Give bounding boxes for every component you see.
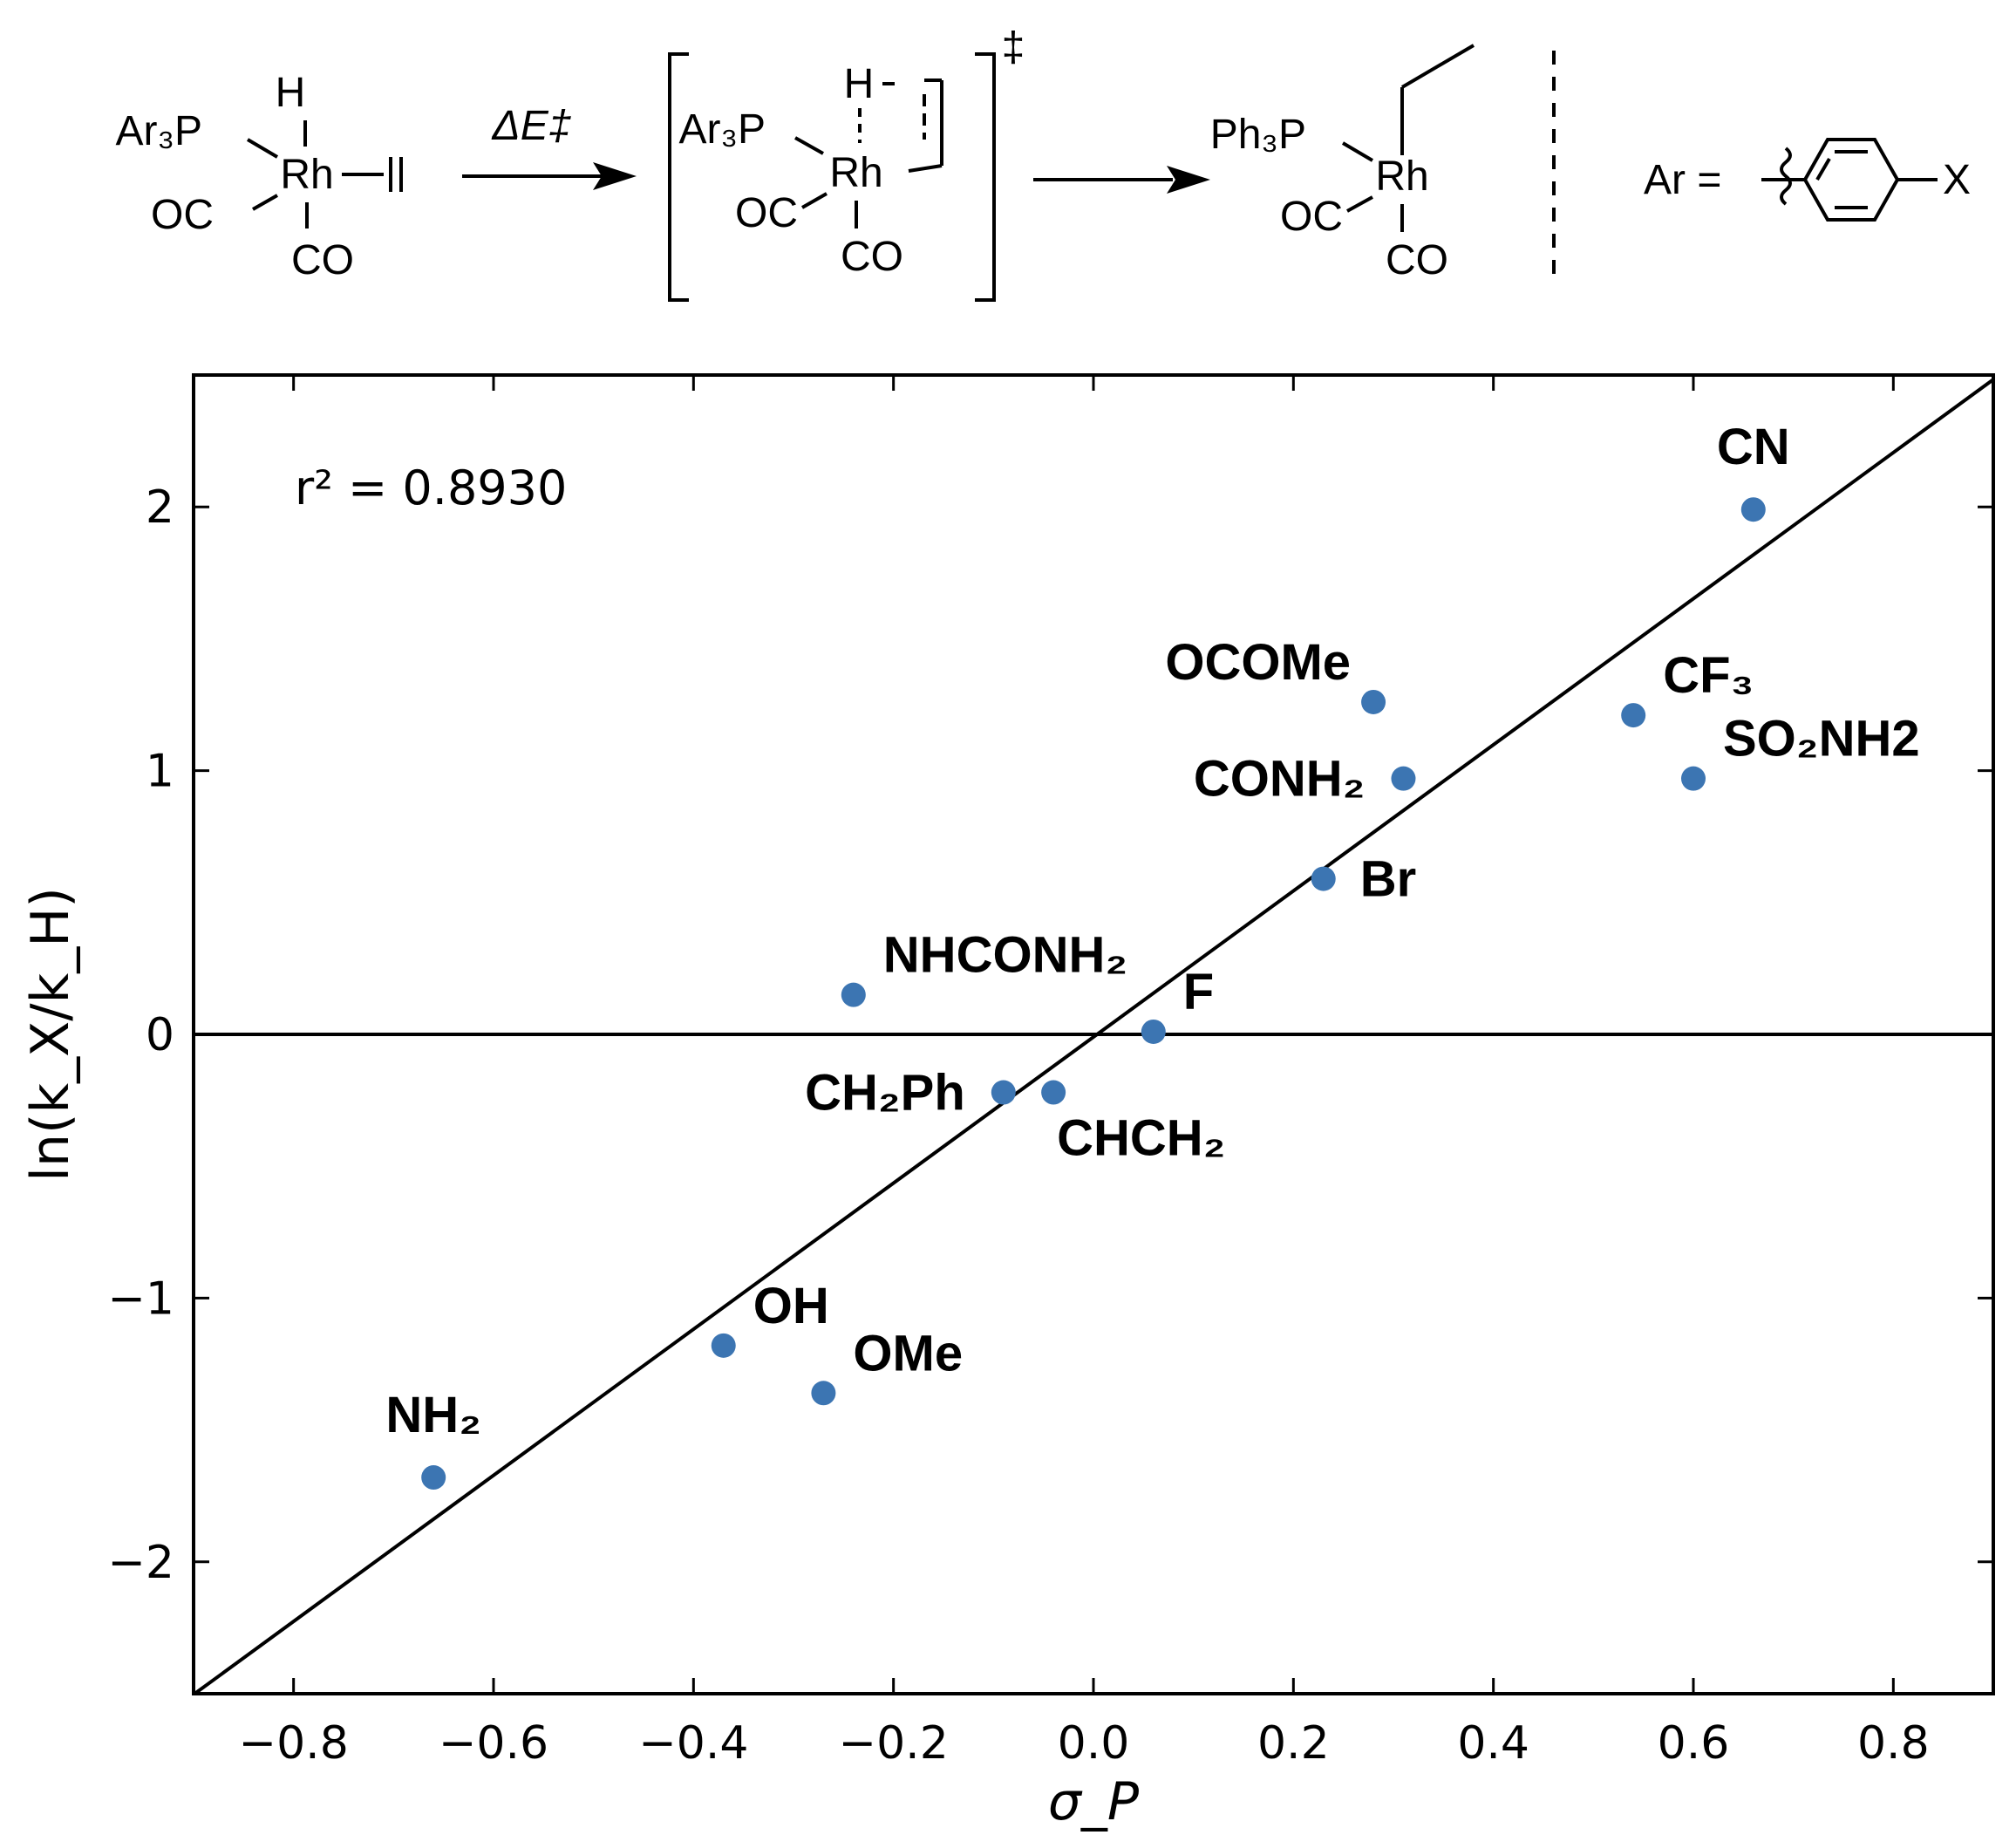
reactant-complex: H Ar₃P Rh OC CO — [115, 70, 403, 283]
data-point-label: OH — [753, 1278, 829, 1334]
data-point — [1621, 703, 1646, 728]
left-bracket — [668, 52, 689, 302]
x-tick-label: −0.8 — [239, 1717, 349, 1770]
ts-co-bottom: CO — [841, 234, 903, 280]
data-point-label: OCOMe — [1165, 634, 1351, 691]
y-axis-ticks: −2 −1 0 1 2 — [107, 481, 1993, 1589]
reactant-metal: Rh — [280, 152, 333, 198]
aryl-definition: Ar = X — [1644, 138, 1971, 222]
data-point-label: CN — [1717, 419, 1790, 475]
data-point — [991, 1080, 1016, 1105]
data-point — [1740, 497, 1766, 522]
x-tick-label: 0.0 — [1058, 1717, 1130, 1770]
x-tick-label: 0.8 — [1857, 1717, 1930, 1770]
data-point — [1141, 1019, 1166, 1044]
ethyl-group — [1400, 44, 1475, 89]
product-ligand: Ph₃P — [1210, 112, 1306, 158]
x-tick-label: 0.2 — [1257, 1717, 1330, 1770]
x-tick-label: −0.2 — [839, 1717, 949, 1770]
product-co-left: OC — [1280, 194, 1343, 240]
data-point-label: NH₂ — [385, 1387, 481, 1443]
reaction-scheme: H Ar₃P Rh OC CO ΔE‡ ‡ H — [115, 24, 1971, 302]
reactant-p-bond — [246, 138, 279, 159]
data-point — [421, 1465, 446, 1491]
x-tick-label: 0.4 — [1457, 1717, 1529, 1770]
product-co-bottom: CO — [1386, 237, 1448, 283]
reactant-co-bottom: CO — [291, 237, 354, 283]
data-point — [811, 1381, 836, 1406]
product-complex: Ph₃P Rh OC CO — [1210, 44, 1475, 283]
ts-co-left: OC — [735, 190, 798, 236]
data-points — [421, 497, 1766, 1491]
data-point-label: CH₂Ph — [805, 1065, 965, 1122]
y-tick-label: −1 — [107, 1272, 174, 1325]
reactant-co-left: OC — [151, 192, 214, 238]
product-metal: Rh — [1375, 153, 1428, 200]
ts-metal: Rh — [829, 150, 882, 196]
right-bracket — [975, 52, 996, 302]
data-point-label: Br — [1360, 851, 1416, 908]
plot: −0.8 −0.6 −0.4 −0.2 0.0 0.2 0.4 0.6 0.8 −2−1012 … — [20, 373, 1995, 1832]
data-point-label: CONH₂ — [1194, 751, 1366, 808]
reactant-ligand: Ar₃P — [115, 108, 202, 154]
data-point — [841, 982, 866, 1007]
r-squared-annotation: r² = 0.8930 — [295, 460, 567, 515]
y-axis-title: ln(k_X/k_H) — [20, 887, 81, 1181]
data-point-label: CHCH₂ — [1057, 1110, 1225, 1167]
x-axis-title: σ_P — [1048, 1771, 1140, 1832]
activation-energy-label: ΔE‡ — [492, 103, 572, 149]
data-point — [1391, 766, 1416, 791]
substituent-x: X — [1943, 157, 1971, 203]
x-tick-label: 0.6 — [1658, 1717, 1730, 1770]
y-tick-label: 0 — [146, 1009, 174, 1061]
data-point-label: OMe — [853, 1325, 963, 1381]
data-point-label: F — [1183, 964, 1214, 1020]
ar-equals-label: Ar = — [1644, 157, 1721, 203]
y-tick-label: 1 — [146, 746, 174, 798]
ts-hydride: H — [844, 61, 875, 107]
data-point — [1311, 866, 1336, 891]
ts-ligand: Ar₃P — [678, 106, 766, 153]
transition-state: ‡ H Ar₃P Rh OC CO — [668, 24, 1025, 302]
regression-line — [194, 378, 1993, 1694]
y-tick-label: −2 — [107, 1537, 174, 1589]
arrow-head-2 — [1167, 166, 1210, 194]
reactant-oc-bond — [252, 194, 278, 211]
y-tick-label: 2 — [146, 481, 174, 534]
data-point — [1681, 766, 1706, 791]
reactant-hydride: H — [276, 70, 306, 116]
reaction-arrow-1: ΔE‡ — [462, 103, 637, 190]
data-point-label: SO₂NH2 — [1723, 711, 1920, 767]
arrow-head-1 — [593, 162, 637, 190]
point-labels: NH₂ OH OMe NHCONH₂ CH₂Ph CHCH₂ F Br OCOMe CONH₂ CF… — [385, 419, 1919, 1443]
x-axis-ticks: −0.8 −0.6 −0.4 −0.2 0.0 0.2 0.4 0.6 0.8 — [239, 375, 1930, 1770]
x-tick-label: −0.4 — [638, 1717, 748, 1770]
ts-double-dagger: ‡ — [1002, 24, 1025, 71]
data-point — [1361, 689, 1386, 714]
data-point-label: CF₃ — [1663, 647, 1754, 704]
x-tick-label: −0.6 — [439, 1717, 548, 1770]
data-point — [1041, 1080, 1066, 1105]
wavy-bond-icon — [1780, 147, 1792, 206]
data-point — [711, 1333, 736, 1358]
data-point-label: NHCONH₂ — [883, 927, 1127, 984]
reaction-arrow-2 — [1033, 166, 1210, 194]
